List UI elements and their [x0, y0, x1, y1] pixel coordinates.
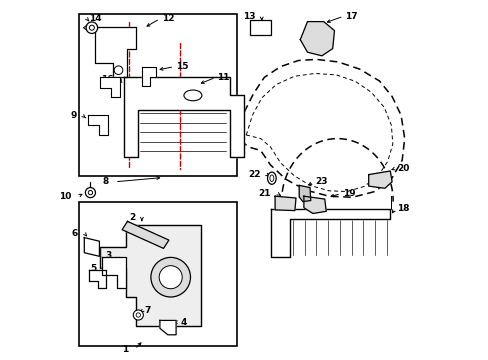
Text: 20: 20 [396, 164, 408, 173]
Polygon shape [84, 238, 99, 256]
Text: 3: 3 [105, 251, 111, 260]
Text: 8: 8 [102, 177, 108, 186]
Text: 17: 17 [345, 12, 357, 21]
Polygon shape [122, 221, 168, 248]
Polygon shape [303, 196, 325, 213]
Circle shape [85, 188, 95, 198]
Text: 19: 19 [342, 189, 355, 198]
Circle shape [86, 22, 98, 33]
Polygon shape [275, 196, 295, 211]
Polygon shape [300, 22, 334, 56]
Text: 12: 12 [162, 14, 174, 23]
Ellipse shape [183, 90, 202, 101]
Polygon shape [101, 77, 120, 97]
Bar [249, 20, 270, 35]
Text: 21: 21 [258, 189, 270, 198]
Ellipse shape [267, 172, 276, 184]
Bar [79, 202, 237, 346]
Ellipse shape [269, 175, 273, 181]
Polygon shape [160, 320, 176, 335]
Circle shape [159, 266, 182, 289]
Circle shape [136, 313, 140, 317]
Text: 7: 7 [144, 306, 151, 315]
Bar [79, 14, 237, 176]
Text: 4: 4 [181, 318, 187, 327]
Circle shape [88, 190, 92, 195]
Polygon shape [299, 185, 310, 202]
Text: 18: 18 [396, 204, 408, 213]
Polygon shape [123, 77, 244, 157]
Circle shape [89, 25, 94, 30]
Polygon shape [101, 225, 201, 326]
Text: 23: 23 [315, 177, 327, 186]
Circle shape [133, 310, 143, 320]
Polygon shape [142, 67, 155, 86]
Polygon shape [88, 115, 107, 135]
Polygon shape [368, 171, 391, 188]
Text: 1: 1 [122, 345, 128, 354]
Text: 6: 6 [71, 229, 78, 238]
Circle shape [114, 66, 122, 75]
Circle shape [151, 257, 190, 297]
Polygon shape [271, 209, 389, 257]
Text: 5: 5 [90, 264, 97, 273]
Text: 15: 15 [176, 62, 188, 71]
Text: 9: 9 [70, 112, 77, 120]
Polygon shape [95, 27, 136, 77]
Text: 13: 13 [243, 12, 255, 21]
Polygon shape [102, 257, 125, 288]
Text: 2: 2 [129, 213, 135, 222]
Text: 16: 16 [101, 76, 114, 85]
Text: 14: 14 [88, 14, 101, 23]
Text: 11: 11 [217, 73, 229, 82]
Text: 22: 22 [247, 170, 260, 179]
Polygon shape [89, 270, 106, 288]
Text: 10: 10 [59, 192, 72, 201]
